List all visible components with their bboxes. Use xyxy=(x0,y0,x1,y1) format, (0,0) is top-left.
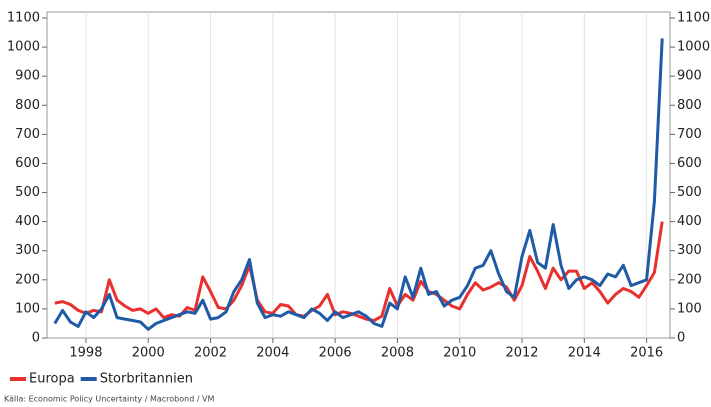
x-tick-label: 2008 xyxy=(381,346,414,361)
x-tick-label: 2014 xyxy=(568,346,601,361)
y-tick-label-right: 600 xyxy=(677,156,702,171)
legend-label: Storbritannien xyxy=(100,372,193,387)
y-tick-label-right: 0 xyxy=(677,331,685,346)
y-tick-label: 200 xyxy=(15,272,40,287)
plot-frame xyxy=(46,11,671,339)
y-tick-label: 600 xyxy=(15,156,40,171)
y-tick-label-right: 700 xyxy=(677,127,702,142)
x-tick-label: 2012 xyxy=(505,346,538,361)
y-tick-label: 500 xyxy=(15,185,40,200)
y-tick-label: 900 xyxy=(15,69,40,84)
y-tick-label: 700 xyxy=(15,127,40,142)
y-tick-label-right: 200 xyxy=(677,272,702,287)
x-tick-label: 2016 xyxy=(630,346,663,361)
y-tick-label: 1100 xyxy=(7,11,40,26)
y-tick-label: 800 xyxy=(15,98,40,113)
x-tick-label: 2004 xyxy=(256,346,289,361)
source: Källa: Economic Policy Uncertainty / Mac… xyxy=(4,395,215,404)
y-tick-label-right: 500 xyxy=(677,185,702,200)
y-tick-label-right: 800 xyxy=(677,98,702,113)
y-tick-label: 400 xyxy=(15,214,40,229)
y-tick-label-right: 900 xyxy=(677,69,702,84)
series-line xyxy=(54,221,664,322)
y-tick-label-right: 1000 xyxy=(677,40,710,55)
series-line xyxy=(53,38,664,331)
y-tick-label-right: 1100 xyxy=(677,11,710,26)
y-tick-label: 0 xyxy=(32,331,40,346)
x-tick-label: 1998 xyxy=(69,346,102,361)
y-tick-label: 100 xyxy=(15,301,40,316)
legend-label: Europa xyxy=(29,372,75,387)
y-tick-label: 300 xyxy=(15,243,40,258)
y-tick-label-right: 400 xyxy=(677,214,702,229)
y-tick-label: 1000 xyxy=(7,40,40,55)
y-tick-label-right: 100 xyxy=(677,301,702,316)
x-tick-label: 2006 xyxy=(319,346,352,361)
x-tick-label: 2010 xyxy=(443,346,476,361)
x-tick-label: 2002 xyxy=(194,346,227,361)
y-tick-label-right: 300 xyxy=(677,243,702,258)
x-tick-label: 2000 xyxy=(132,346,165,361)
